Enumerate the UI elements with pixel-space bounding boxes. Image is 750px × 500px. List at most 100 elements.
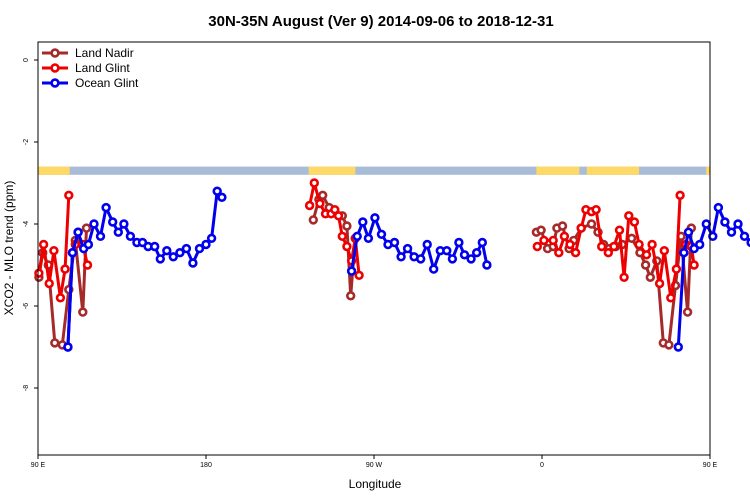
data-point	[78, 307, 88, 317]
data-point	[624, 211, 634, 221]
data-point	[539, 235, 549, 246]
data-point	[679, 248, 689, 258]
legend-marker	[50, 78, 60, 88]
legend-marker	[50, 63, 60, 73]
data-point	[337, 231, 347, 242]
data-point	[603, 248, 613, 258]
data-point	[95, 231, 106, 242]
data-point	[472, 248, 482, 258]
data-point	[746, 237, 750, 248]
data-point	[640, 260, 651, 270]
data-point	[596, 241, 607, 252]
data-point	[694, 239, 705, 250]
plot-series	[34, 178, 750, 352]
data-point	[119, 219, 129, 229]
x-axis-label: Longitude	[349, 477, 402, 491]
data-point	[44, 278, 54, 289]
x-tick-label: 180	[200, 462, 212, 469]
data-point	[363, 233, 374, 244]
data-point	[150, 241, 160, 252]
data-point	[346, 291, 356, 301]
data-point	[82, 260, 93, 270]
data-point	[333, 211, 344, 221]
data-point	[376, 229, 387, 240]
ocean-strip	[38, 166, 710, 175]
data-point	[659, 246, 669, 256]
x-tick-label: 90 E	[31, 462, 46, 469]
legend-label: Land Nadir	[75, 46, 134, 60]
data-point	[60, 264, 70, 274]
land-strip-segment	[308, 166, 356, 175]
data-point	[308, 215, 318, 225]
data-point	[720, 217, 730, 227]
data-point	[576, 223, 586, 233]
data-point	[304, 200, 315, 211]
land-strip-segment	[586, 166, 640, 175]
series-line	[66, 189, 224, 348]
land-strip-segment	[536, 166, 580, 175]
data-point	[713, 202, 724, 213]
x-tick-label: 90 E	[703, 462, 718, 469]
data-point	[396, 252, 406, 262]
data-point	[83, 239, 94, 250]
data-point	[354, 270, 364, 280]
data-point	[194, 243, 205, 254]
data-point	[701, 219, 711, 229]
data-point	[683, 227, 694, 237]
data-point	[155, 254, 166, 264]
data-point	[73, 227, 83, 237]
data-point	[49, 246, 59, 256]
data-point	[626, 233, 637, 244]
legend-label: Land Glint	[75, 61, 130, 75]
data-point	[358, 217, 368, 227]
data-point	[352, 231, 362, 242]
data-point	[466, 254, 476, 264]
data-point	[309, 178, 319, 188]
data-point	[554, 248, 564, 258]
data-point	[38, 239, 49, 250]
data-point	[557, 221, 568, 231]
data-point	[416, 254, 426, 264]
data-point	[89, 219, 99, 229]
data-point	[548, 235, 558, 246]
y-tick-label: -6	[23, 303, 30, 309]
data-point	[532, 241, 542, 252]
data-point	[570, 248, 581, 258]
data-point	[206, 233, 217, 244]
data-point	[591, 205, 601, 215]
data-point	[614, 225, 625, 235]
y-tick-label: -2	[23, 139, 30, 145]
data-point	[212, 186, 222, 196]
data-point	[370, 213, 380, 223]
data-point	[342, 241, 352, 252]
data-point	[673, 342, 683, 352]
data-point	[733, 219, 743, 229]
data-point	[442, 246, 452, 256]
data-point	[422, 239, 432, 250]
data-point	[346, 266, 357, 276]
data-point	[689, 260, 699, 270]
data-point	[34, 268, 44, 278]
series-ocean-glint	[63, 186, 750, 352]
data-point	[50, 338, 60, 348]
data-point	[477, 237, 487, 248]
x-tick-label: 90 W	[366, 462, 383, 469]
data-point	[389, 237, 400, 248]
data-point	[629, 217, 640, 227]
data-point	[447, 254, 458, 264]
data-point	[429, 264, 439, 274]
data-point	[175, 248, 185, 258]
data-point	[64, 190, 74, 201]
x-axis: 90 E 180 90 W 0 90 E	[31, 455, 718, 469]
data-point	[565, 239, 575, 250]
legend-marker	[50, 48, 60, 58]
data-point	[708, 231, 718, 242]
data-point	[63, 342, 73, 352]
data-point	[162, 246, 172, 256]
data-point	[402, 243, 413, 254]
data-point	[559, 231, 570, 242]
data-point	[181, 243, 192, 254]
land-strip-segment	[706, 166, 710, 175]
